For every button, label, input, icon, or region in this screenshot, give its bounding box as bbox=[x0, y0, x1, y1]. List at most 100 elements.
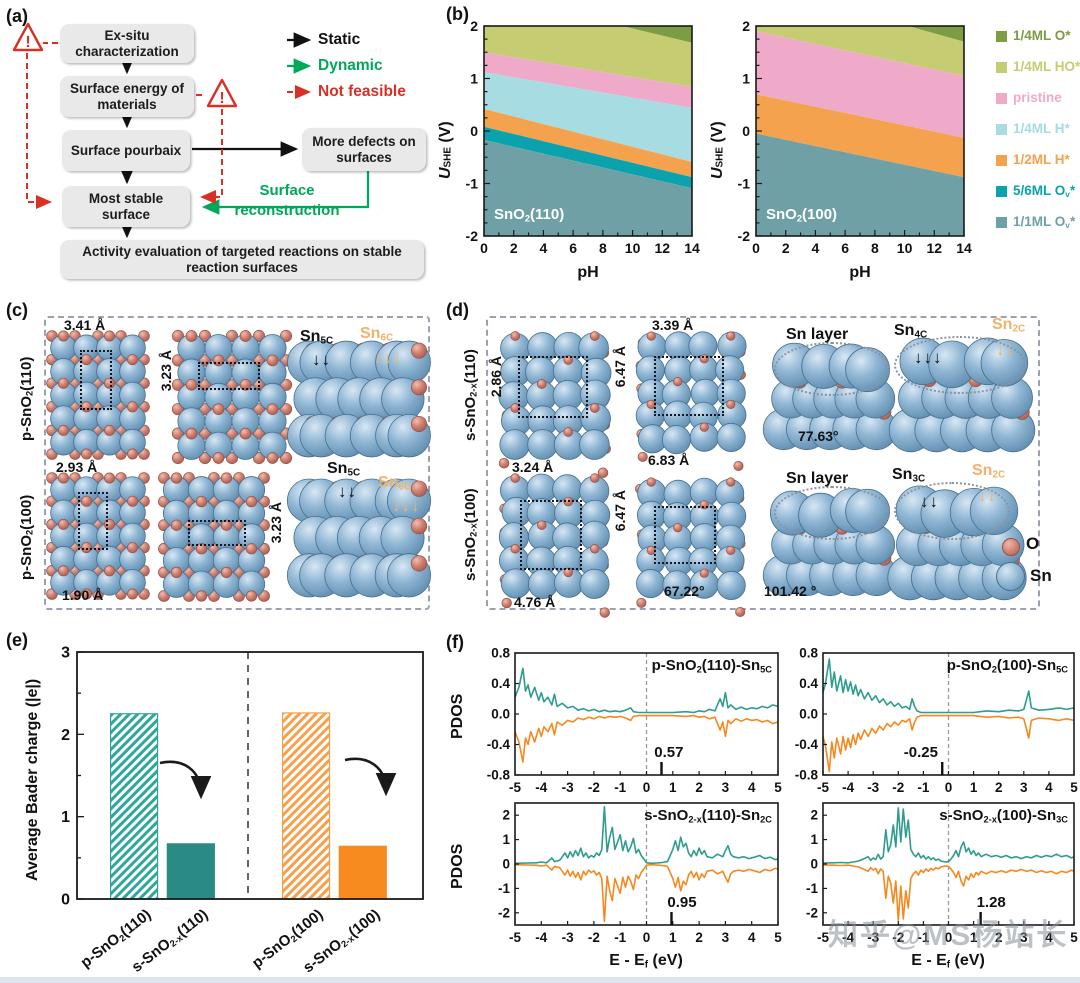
svg-text:0.8: 0.8 bbox=[799, 646, 818, 661]
svg-text:0: 0 bbox=[945, 930, 953, 945]
pdos-chart-p100: -5 -4 -3 -2 -1 0 1 2 3 4 5 0.8 0.4 0.0 -0.4 -0.8 -0.25 bbox=[795, 646, 1079, 796]
pdos-curve-spin-down bbox=[822, 864, 1075, 921]
dynamic-arrows bbox=[201, 58, 370, 215]
atoms bbox=[287, 340, 431, 458]
atom-legend-o: O bbox=[1026, 534, 1040, 553]
bar-0 bbox=[109, 713, 159, 900]
bottom-strip bbox=[0, 977, 1080, 983]
svg-text:4: 4 bbox=[748, 780, 756, 795]
pdos-curve-spin-up bbox=[514, 667, 779, 714]
svg-text:3: 3 bbox=[61, 645, 70, 662]
svg-text:0.8: 0.8 bbox=[491, 646, 510, 661]
svg-text:-3: -3 bbox=[867, 930, 879, 945]
svg-text:-5: -5 bbox=[817, 930, 829, 945]
svg-text:2: 2 bbox=[742, 18, 750, 34]
svg-text:-3: -3 bbox=[562, 930, 574, 945]
bar-1 bbox=[166, 843, 215, 900]
svg-text:2: 2 bbox=[61, 727, 70, 744]
down-arrows-icon: ↓↓ bbox=[996, 340, 1015, 359]
row-label-p-sno2-110: p-SnO2(110) bbox=[18, 356, 35, 442]
svg-text:2: 2 bbox=[502, 808, 510, 823]
pdos-ylabel-row1: PDOS bbox=[449, 693, 466, 739]
svg-text:0.0: 0.0 bbox=[491, 707, 510, 722]
down-arrows-icon: ↓↓ bbox=[338, 482, 357, 501]
panel-b-label: (b) bbox=[446, 4, 469, 24]
atoms bbox=[635, 477, 747, 617]
sn-atom-icon bbox=[996, 562, 1025, 591]
svg-text:0: 0 bbox=[502, 857, 510, 872]
structure-p110-top2 bbox=[171, 329, 293, 465]
bar-3 bbox=[338, 845, 387, 900]
angle-77.63: 77.63° bbox=[798, 428, 839, 444]
svg-text:-0.4: -0.4 bbox=[487, 737, 511, 752]
panel-e-label: (e) bbox=[6, 630, 28, 650]
svg-text:1: 1 bbox=[810, 832, 818, 847]
legend-swatch bbox=[996, 155, 1007, 166]
measure-3.23-rot: 3.23 Å bbox=[268, 502, 284, 544]
svg-text:-2: -2 bbox=[806, 905, 818, 920]
svg-text:-1: -1 bbox=[806, 881, 818, 896]
pdos-curve-spin-up bbox=[822, 658, 1075, 714]
structure-s110-top1 bbox=[498, 331, 612, 479]
pourbaix-legend: 1/4ML O* 1/4ML HO* pristine 1/4ML H* 1/2ML H… bbox=[996, 28, 1080, 245]
svg-text:12: 12 bbox=[926, 240, 942, 256]
down-arrows-icon: ↓↓↓ bbox=[914, 348, 943, 367]
svg-text:10: 10 bbox=[897, 240, 913, 256]
svg-text:-1: -1 bbox=[614, 930, 626, 945]
svg-text:0: 0 bbox=[480, 240, 488, 256]
structure-p100-top2 bbox=[158, 472, 270, 602]
svg-text:-5: -5 bbox=[817, 780, 829, 795]
measure-mark bbox=[654, 506, 716, 564]
svg-text:-2: -2 bbox=[588, 930, 600, 945]
svg-text:!: ! bbox=[219, 90, 224, 107]
svg-text:5: 5 bbox=[774, 930, 782, 945]
measure-mark bbox=[518, 356, 588, 418]
svg-text:-0.25: -0.25 bbox=[904, 744, 938, 761]
pourbaix-100-xlabel: pH bbox=[849, 264, 871, 281]
pdos-chart-s100: -5 -4 -3 -2 -1 0 1 2 3 4 5 2 1 0 -1 -2 1.28 bbox=[806, 802, 1078, 945]
svg-text:-0.8: -0.8 bbox=[795, 768, 819, 783]
svg-text:1: 1 bbox=[470, 71, 478, 87]
row-label-s-sno2x-110: s-SnO2-x(110) bbox=[462, 349, 479, 441]
bar-2 bbox=[281, 712, 331, 900]
legend-swatch bbox=[996, 217, 1007, 228]
svg-text:-1: -1 bbox=[917, 930, 929, 945]
svg-text:-0.8: -0.8 bbox=[487, 768, 511, 783]
measure-6.83: 6.83 Å bbox=[648, 452, 690, 468]
panel-f-label: (f) bbox=[446, 632, 464, 652]
flow-box-pourbaix: Surface pourbaix bbox=[62, 130, 190, 171]
svg-text:8: 8 bbox=[599, 240, 607, 256]
svg-text:2: 2 bbox=[782, 240, 790, 256]
svg-text:!: ! bbox=[25, 34, 30, 51]
svg-text:6: 6 bbox=[569, 240, 577, 256]
svg-text:3: 3 bbox=[1020, 780, 1028, 795]
svg-text:4: 4 bbox=[540, 240, 548, 256]
pourbaix-bands bbox=[756, 26, 964, 236]
sn-layer-ellipse bbox=[774, 342, 890, 396]
down-arrows-icon: ↓↓↓ bbox=[374, 348, 403, 367]
svg-text:0.95: 0.95 bbox=[667, 894, 696, 911]
svg-text:1.28: 1.28 bbox=[977, 894, 1006, 911]
legend-label: 5/6ML Ov* bbox=[1013, 183, 1076, 200]
atoms bbox=[286, 478, 432, 598]
site-label-sn5c: Sn5C bbox=[327, 460, 361, 479]
panel-c-frame bbox=[44, 316, 430, 610]
row-label-s-sno2x-100: s-SnO2-x(100) bbox=[462, 488, 479, 582]
structure-s110-top2 bbox=[635, 331, 747, 471]
site-label-sn5c: Sn5C bbox=[300, 328, 334, 347]
pdos-curve-spin-up bbox=[822, 807, 1075, 864]
atoms bbox=[171, 329, 293, 465]
svg-text:3: 3 bbox=[1020, 930, 1028, 945]
structure-s100-top1 bbox=[498, 473, 611, 618]
measure-mark bbox=[80, 350, 112, 410]
legend-swatch bbox=[996, 31, 1007, 42]
panel-c-label: (c) bbox=[6, 300, 28, 320]
svg-text:-1: -1 bbox=[614, 780, 626, 795]
sn-layer-label: Sn layer bbox=[786, 326, 849, 343]
svg-text:3: 3 bbox=[722, 780, 730, 795]
site-label-sn6c: Sn6C bbox=[378, 474, 412, 493]
svg-text:6: 6 bbox=[841, 240, 849, 256]
atom-legend-sn: Sn bbox=[1030, 566, 1052, 585]
